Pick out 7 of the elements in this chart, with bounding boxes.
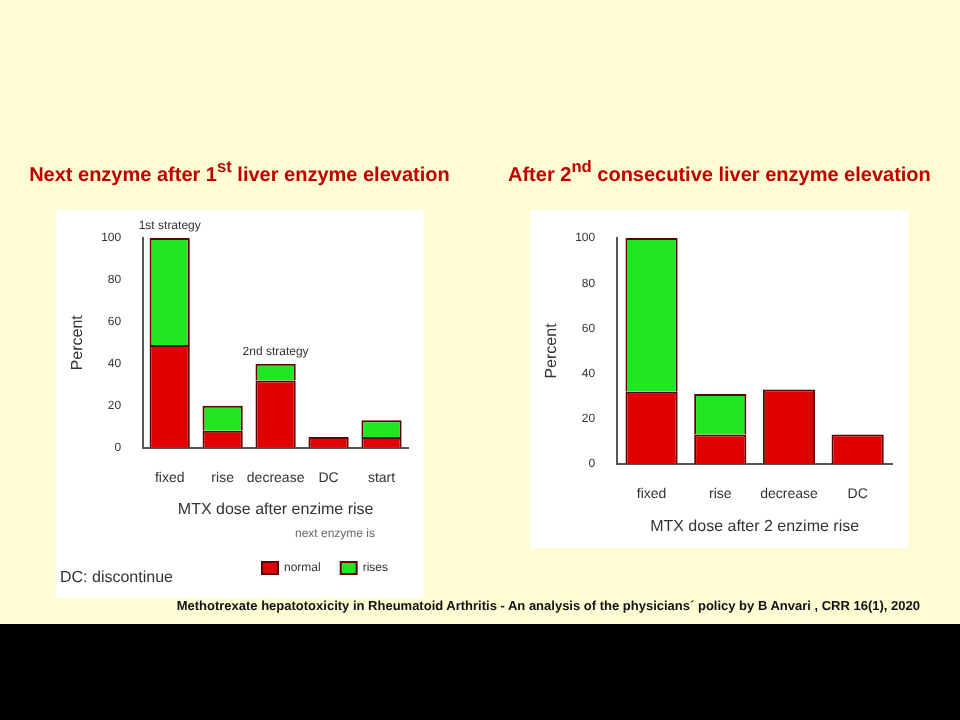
text: DC: discontinue <box>60 568 173 586</box>
y-axis-title: Percent <box>67 314 86 372</box>
chart-title: After 2$^{nd}$ consecutive liver enzyme elevation <box>508 156 931 187</box>
x-axis-title: MTX dose after 2 enzime rise <box>650 517 861 536</box>
chart-title: Next enzyme after 1$^{st}$ liver enzyme elevation <box>29 156 450 187</box>
x-axis-title: MTX dose after enzime rise <box>177 501 374 520</box>
y-axis-title: Percent <box>542 322 561 380</box>
